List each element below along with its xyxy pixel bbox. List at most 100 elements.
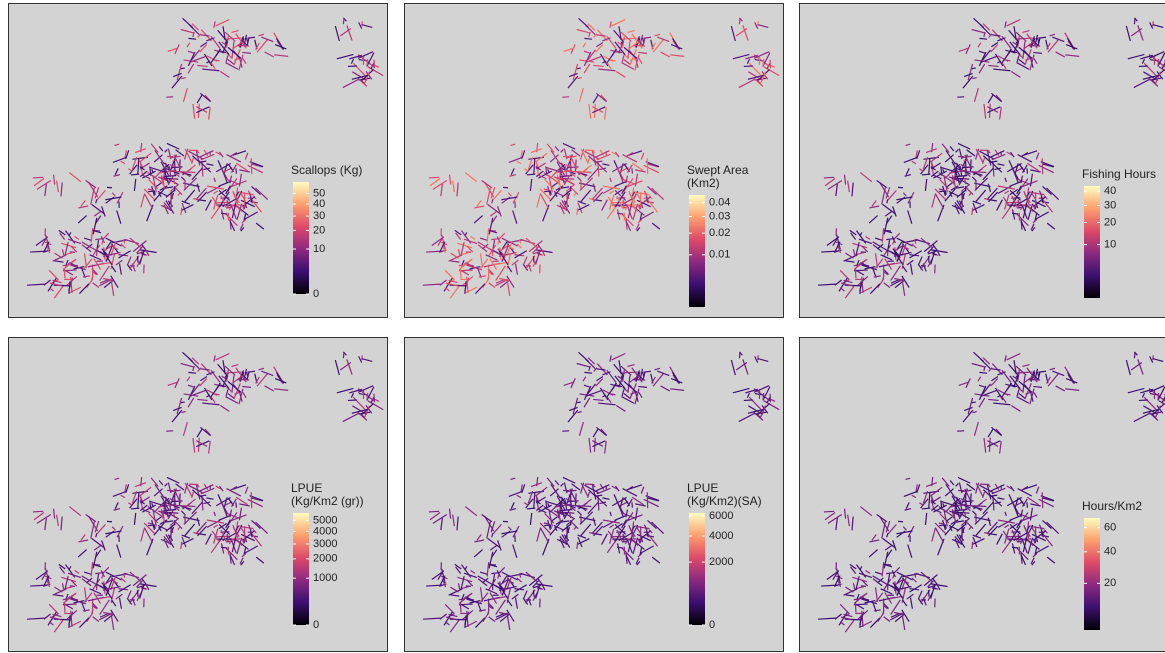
fishing-track	[544, 191, 550, 192]
fishing-track	[1153, 355, 1154, 360]
fishing-track	[928, 590, 929, 597]
map-panel: LPUE(Kg/Km2)(SA)0200040006000	[404, 337, 784, 652]
fishing-track	[137, 256, 138, 263]
fishing-track	[429, 511, 439, 512]
fishing-track	[939, 191, 945, 192]
fishing-track	[188, 372, 196, 373]
fishing-track	[939, 525, 945, 526]
fishing-track	[189, 484, 198, 485]
fishing-track	[251, 158, 252, 174]
fishing-track	[148, 525, 154, 526]
fishing-track	[54, 619, 71, 620]
colorbar-tick-label: 0.03	[709, 210, 730, 222]
colorbar-tick-label: 0	[709, 619, 715, 631]
fishing-track	[450, 285, 467, 286]
fishing-track	[362, 355, 363, 360]
fishing-track	[617, 213, 623, 214]
legend-title: Swept Area	[687, 163, 749, 177]
colorbar-tick-label: 20	[313, 224, 325, 236]
fishing-track	[1018, 534, 1019, 541]
fishing-track	[928, 256, 929, 263]
fishing-track	[1018, 200, 1019, 207]
legend-title: (Kg/Km2)(SA)	[687, 494, 762, 508]
legend-title: LPUE	[291, 481, 322, 495]
legend-title: Fishing Hours	[1082, 167, 1156, 181]
fishing-track	[824, 511, 834, 512]
fishing-track	[979, 372, 987, 373]
colorbar-tick-label: 5000	[313, 514, 337, 526]
colorbar	[689, 513, 705, 625]
fishing-track	[584, 372, 592, 373]
colorbar-tick-label: 20	[1104, 216, 1116, 228]
colorbar-tick-label: 1000	[313, 572, 337, 584]
legend-title: Scallops (Kg)	[291, 163, 362, 177]
colorbar-tick-label: 30	[313, 210, 325, 222]
fishing-track	[175, 495, 176, 510]
fishing-track	[251, 492, 252, 508]
colorbar-tick-label: 60	[1104, 521, 1116, 533]
fishing-track	[148, 191, 154, 192]
fishing-track	[980, 150, 989, 151]
fishing-track	[585, 150, 594, 151]
colorbar-tick-label: 0.04	[709, 196, 730, 208]
colorbar	[1084, 186, 1100, 298]
fishing-track	[544, 525, 550, 526]
fishing-track	[758, 355, 759, 360]
fishing-track	[1042, 492, 1043, 508]
fishing-track	[189, 150, 198, 151]
fishing-track	[647, 492, 648, 508]
fishing-track	[33, 177, 43, 178]
colorbar-tick-label: 40	[1104, 185, 1116, 197]
fishing-track	[845, 619, 862, 620]
colorbar-tick-label: 40	[313, 198, 325, 210]
colorbar-tick-label: 10	[313, 243, 325, 255]
fishing-track	[227, 534, 228, 541]
fishing-track	[343, 19, 344, 24]
fishing-track	[739, 353, 740, 358]
colorbar-tick-label: 2000	[709, 556, 733, 568]
colorbar-tick-label: 0.02	[709, 227, 730, 239]
colorbar-tick-label: 0	[313, 619, 319, 631]
colorbar-tick-label: 20	[1104, 577, 1116, 589]
fishing-track	[1158, 393, 1159, 399]
fishing-track	[980, 484, 989, 485]
fishing-track	[1134, 19, 1135, 24]
fishing-track	[227, 200, 228, 207]
fishing-track	[617, 547, 623, 548]
colorbar-tick-label: 0.01	[709, 249, 730, 261]
fishing-track	[824, 177, 834, 178]
fishing-track	[367, 59, 368, 65]
fishing-track	[855, 602, 856, 612]
map-grid: Scallops (Kg)01020304050Swept Area(Km2)0…	[0, 0, 1165, 653]
fishing-track	[429, 177, 439, 178]
colorbar-tick-label: 6000	[709, 510, 733, 522]
fishing-track	[758, 21, 759, 26]
fishing-track	[855, 268, 856, 278]
colorbar	[689, 195, 705, 307]
fishing-track	[585, 484, 594, 485]
fishing-track	[623, 534, 624, 541]
fishing-track	[739, 19, 740, 24]
colorbar-tick-label: 4000	[313, 525, 337, 537]
fishing-track	[460, 268, 461, 278]
fishing-track	[64, 602, 65, 612]
colorbar-tick-label: 4000	[709, 530, 733, 542]
legend-title: (Kg/Km2 (gr))	[291, 494, 364, 508]
fishing-track	[966, 161, 967, 176]
map-panel: Scallops (Kg)01020304050	[8, 3, 388, 318]
fishing-track	[175, 161, 176, 176]
fishing-track	[571, 495, 572, 510]
legend-title: (Km2)	[687, 176, 720, 190]
fishing-track	[1153, 21, 1154, 26]
map-panel: LPUE(Kg/Km2 (gr))010002000300040005000	[8, 337, 388, 652]
colorbar-tick-label: 0	[313, 288, 319, 300]
fishing-track	[647, 158, 648, 174]
fishing-track	[460, 602, 461, 612]
colorbar-tick-label: 3000	[313, 538, 337, 550]
fishing-track	[1042, 158, 1043, 174]
fishing-track	[1012, 547, 1018, 548]
fishing-track	[221, 213, 227, 214]
fishing-track	[64, 268, 65, 278]
fishing-track	[33, 511, 43, 512]
fishing-track	[533, 590, 534, 597]
